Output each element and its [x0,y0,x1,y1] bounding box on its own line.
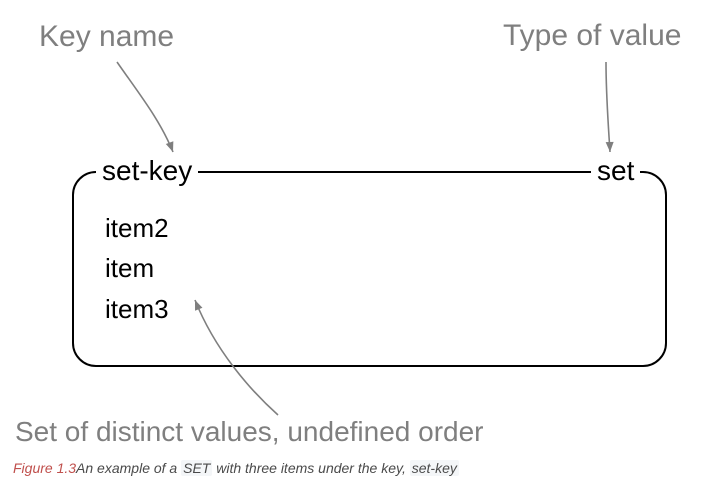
arrowhead-to-key-name [166,141,177,153]
annotation-type-of-value: Type of value [503,19,681,53]
list-item: item [105,248,169,288]
annotation-set-description: Set of distinct values, undefined order [15,416,484,448]
caption-keyword-setkey: set-key [410,460,459,476]
arrow-to-type-of-value [606,62,610,152]
set-items: item2 item item3 [105,208,169,329]
box-title-connector [206,171,586,173]
list-item: item2 [105,208,169,248]
caption-text: An example of a [76,460,181,476]
box-label-type: set [591,155,640,187]
box-label-key: set-key [96,155,198,187]
arrow-to-key-name [117,62,173,152]
annotation-key-name: Key name [39,20,174,54]
caption-keyword-set: SET [181,460,212,476]
diagram-canvas: Key name Type of value set-key set item2… [0,0,720,502]
figure-caption: Figure 1.3An example of a SET with three… [13,460,459,476]
caption-text: with three items under the key, [212,460,409,476]
figure-number: Figure 1.3 [13,460,76,476]
arrowhead-to-type-of-value [606,142,614,152]
list-item: item3 [105,289,169,329]
